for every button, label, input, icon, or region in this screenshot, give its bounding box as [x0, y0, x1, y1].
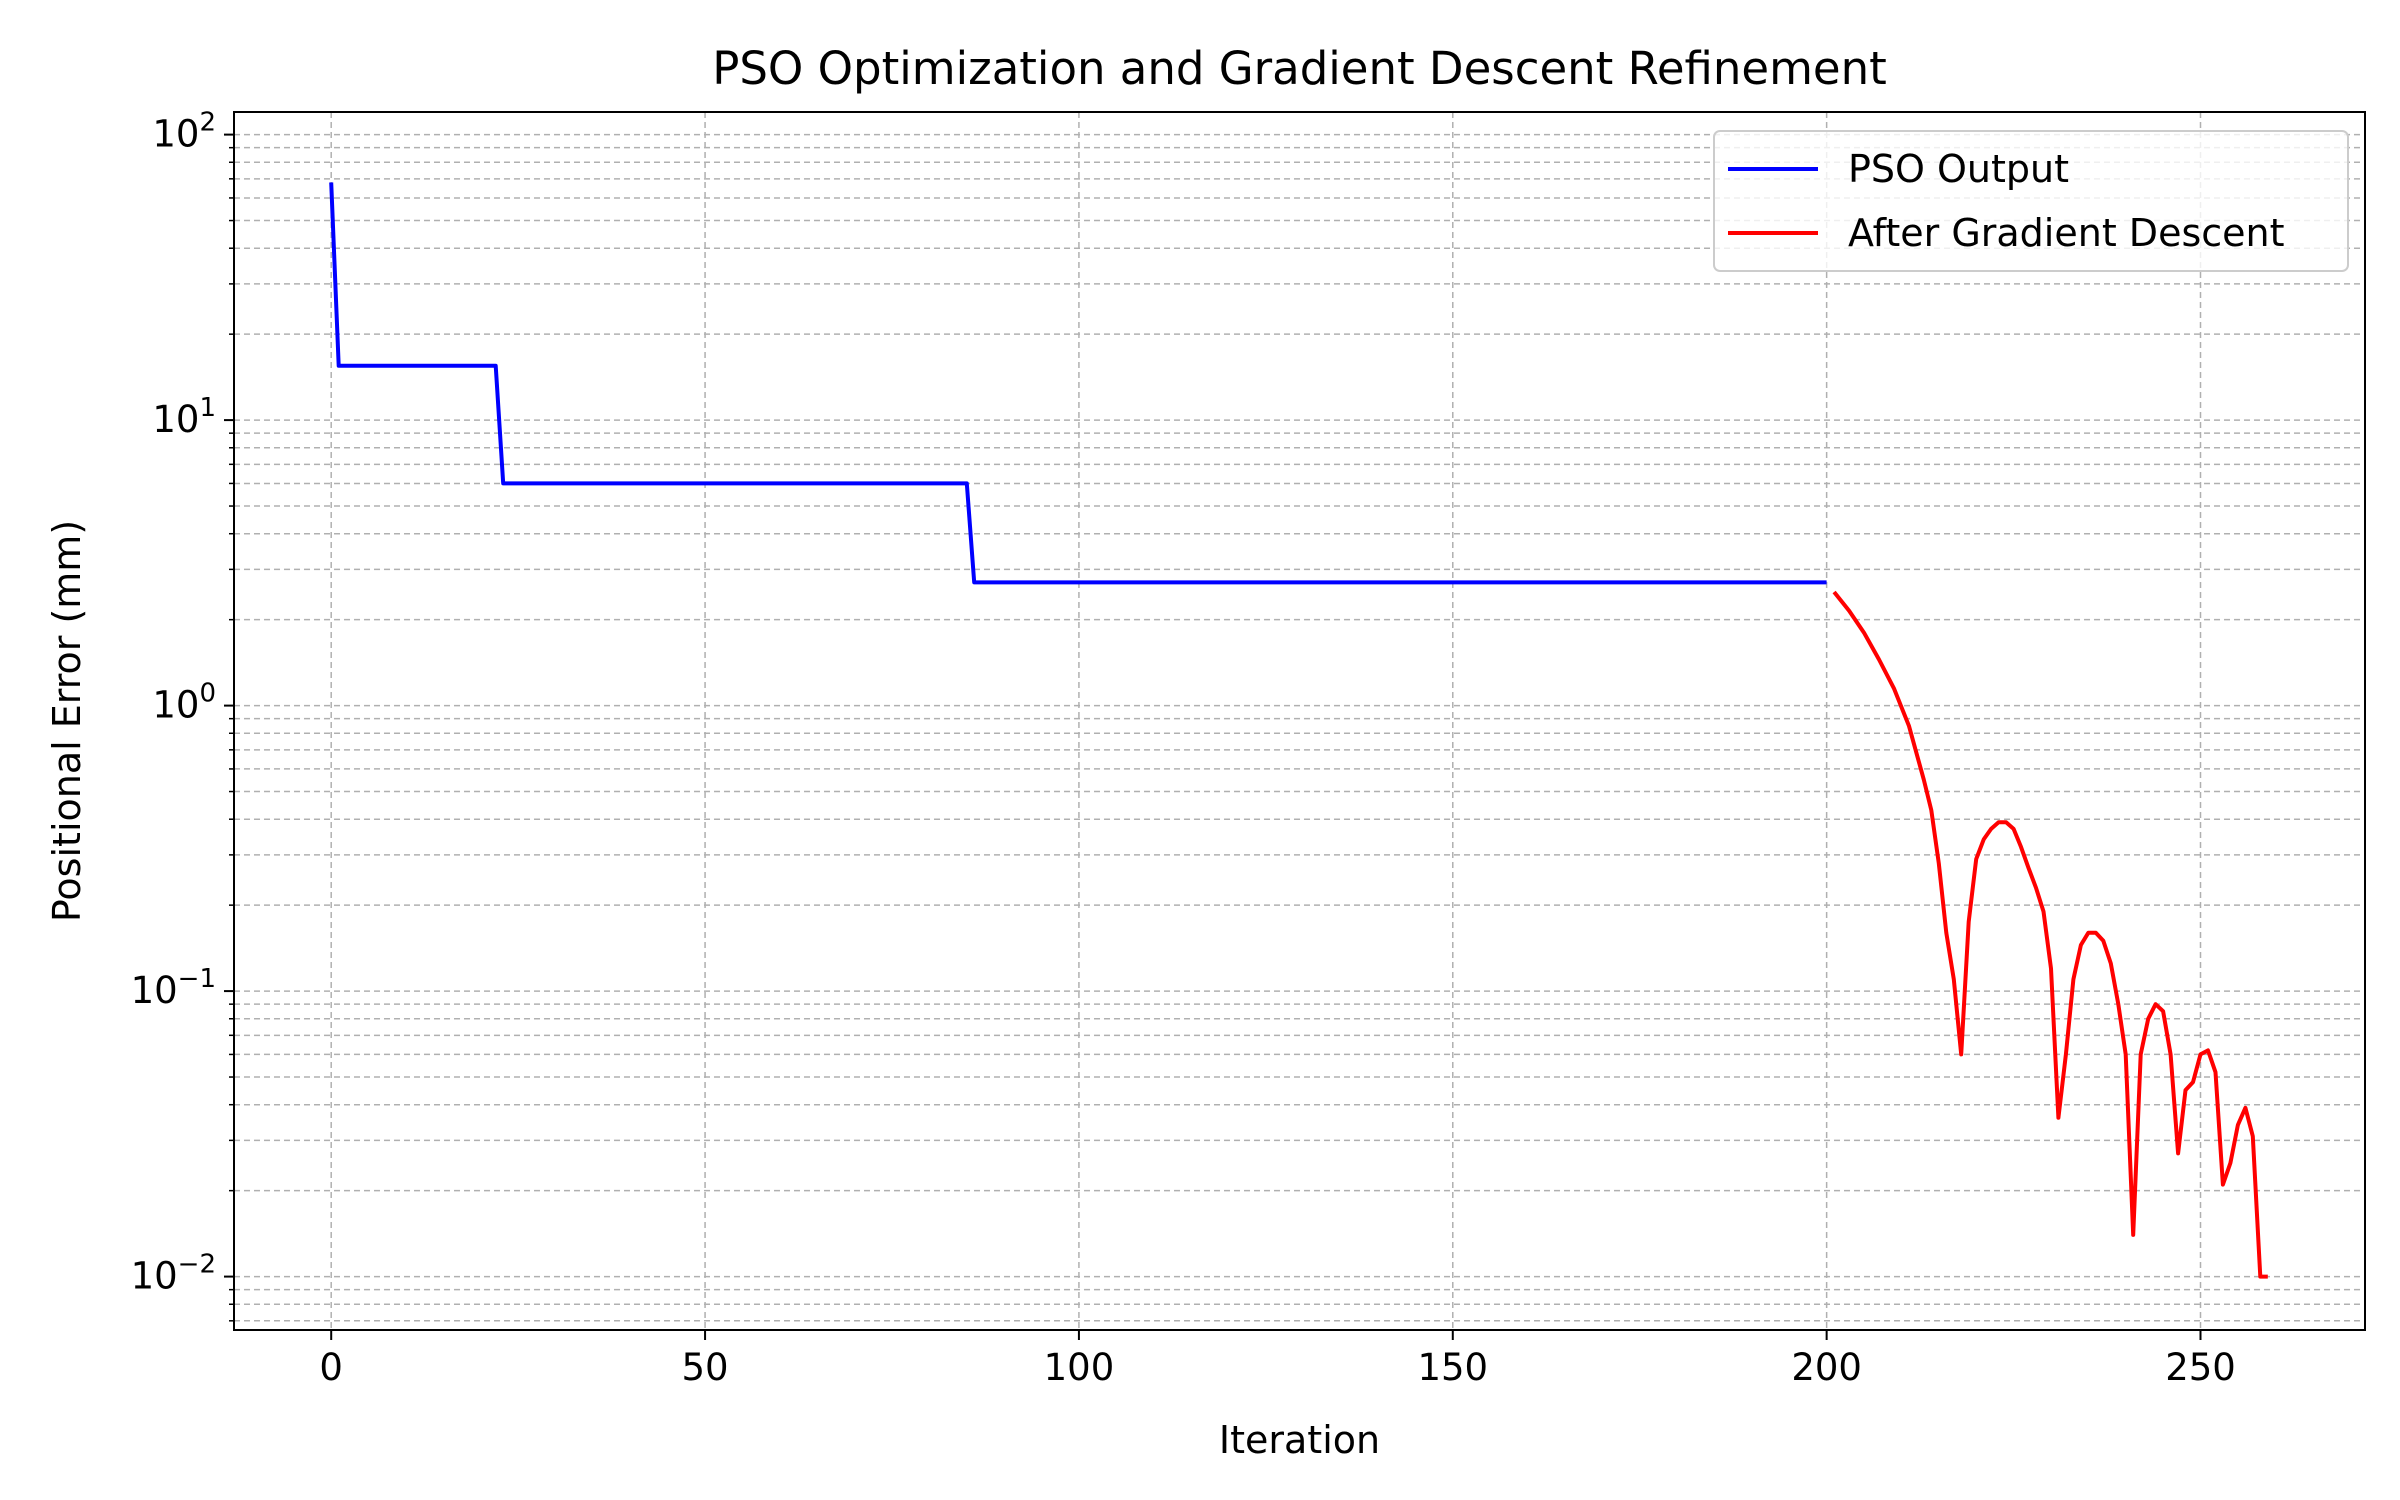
chart-title: PSO Optimization and Gradient Descent Re…	[712, 42, 1887, 95]
y-tick-label: 100	[152, 679, 216, 727]
ticks: 0 50 100 150 200 250 10−2 10−1 100 101 102	[131, 108, 2236, 1389]
series-layer	[329, 182, 2268, 1279]
y-axis-title: Positional Error (mm)	[45, 520, 89, 922]
x-axis-title: Iteration	[1219, 1418, 1380, 1462]
legend: PSO Output After Gradient Descent	[1713, 130, 2349, 272]
x-tick-label: 200	[1791, 1346, 1862, 1389]
series-line-0	[329, 182, 1827, 585]
legend-box	[1713, 130, 2349, 272]
legend-label: PSO Output	[1848, 147, 2069, 191]
x-tick-label: 250	[2165, 1346, 2236, 1389]
x-tick-label: 0	[319, 1346, 343, 1389]
y-tick-label: 101	[152, 393, 216, 441]
y-tick-label: 10−1	[131, 964, 216, 1012]
x-tick-label: 150	[1417, 1346, 1488, 1389]
y-tick-label: 102	[152, 108, 216, 156]
plot-frame	[233, 111, 2366, 1331]
x-tick-label: 100	[1044, 1346, 1115, 1389]
legend-label: After Gradient Descent	[1848, 211, 2285, 255]
series-line-1	[1832, 590, 2268, 1279]
x-tick-label: 50	[682, 1346, 729, 1389]
y-tick-label: 10−2	[131, 1250, 216, 1298]
